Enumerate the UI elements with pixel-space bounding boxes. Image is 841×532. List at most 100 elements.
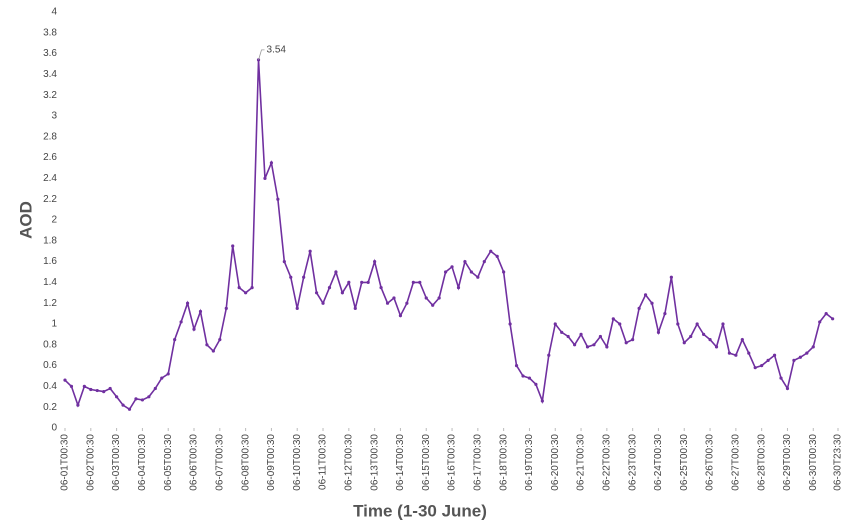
data-point (340, 291, 344, 295)
data-point (650, 301, 654, 305)
y-tick-label: 0 (51, 423, 57, 434)
data-point (373, 260, 377, 264)
data-point (495, 254, 499, 258)
y-tick-label: 1.4 (43, 277, 57, 288)
data-point (366, 280, 370, 284)
data-point (450, 265, 454, 269)
data-point (818, 320, 822, 324)
data-point (708, 338, 712, 342)
data-point (521, 374, 525, 378)
data-point (224, 306, 228, 310)
y-tick-label: 1.2 (43, 298, 57, 309)
data-point (831, 317, 835, 321)
y-tick-label: 1 (51, 319, 57, 330)
data-point (134, 397, 138, 401)
data-point (663, 312, 667, 316)
y-tick-label: 3.4 (43, 69, 57, 80)
data-point (250, 286, 254, 290)
data-point (443, 270, 448, 274)
data-point (624, 341, 628, 345)
data-point (82, 384, 86, 388)
x-tick-label: 06-30T00:30 (808, 434, 819, 491)
data-point (69, 384, 74, 388)
data-point (314, 291, 319, 295)
data-point (218, 338, 222, 342)
data-point (392, 296, 396, 300)
x-tick-label: 06-10T00:30 (292, 434, 303, 491)
data-point (695, 322, 699, 326)
x-tick-label: 06-28T00:30 (756, 434, 767, 491)
data-point (553, 322, 557, 326)
data-point (669, 275, 673, 279)
data-point (89, 387, 93, 392)
data-point (463, 260, 467, 264)
data-point (502, 270, 506, 274)
x-tick-label: 06-08T00:30 (240, 434, 251, 491)
data-point (263, 176, 267, 180)
data-point (824, 312, 828, 316)
data-point (792, 358, 796, 362)
data-point (798, 355, 802, 359)
x-tick-label: 06-21T00:30 (576, 434, 587, 491)
y-tick-label: 2 (51, 215, 57, 226)
data-point (785, 386, 790, 391)
data-point (173, 338, 177, 342)
data-point (398, 314, 403, 318)
data-point (766, 358, 770, 362)
x-tick-label: 06-15T00:30 (421, 434, 432, 491)
data-point (147, 395, 151, 399)
data-point (598, 334, 603, 339)
data-point (179, 320, 183, 324)
x-tick-label: 06-30T23:30 (833, 434, 841, 491)
data-point (385, 301, 390, 305)
data-point (747, 351, 751, 355)
data-point (592, 343, 596, 347)
y-tick-label: 2.2 (43, 194, 57, 205)
x-tick-label: 06-11T00:30 (318, 434, 329, 490)
data-point (166, 372, 170, 376)
data-point (205, 343, 209, 347)
data-point (456, 286, 461, 290)
data-line (64, 59, 834, 411)
data-point (714, 345, 719, 349)
x-tick-label: 06-13T00:30 (369, 434, 380, 491)
data-point (424, 296, 428, 300)
data-point (379, 286, 383, 290)
data-point (611, 317, 615, 321)
data-point (127, 407, 132, 411)
data-point (95, 388, 99, 393)
data-point (108, 386, 112, 391)
data-point (321, 301, 325, 305)
x-tick-label: 06-18T00:30 (498, 434, 509, 491)
data-point (418, 280, 422, 284)
y-tick-label: 0.8 (43, 339, 57, 350)
data-point (334, 270, 338, 274)
data-point (327, 286, 332, 290)
x-tick-label: 06-25T00:30 (679, 434, 690, 491)
data-point (289, 275, 293, 279)
x-tick-label: 06-04T00:30 (137, 434, 148, 491)
data-point (514, 364, 519, 368)
y-tick-label: 0.4 (43, 381, 57, 392)
x-tick-label: 06-23T00:30 (627, 434, 638, 491)
x-tick-label: 06-26T00:30 (705, 434, 716, 491)
data-point (469, 270, 473, 274)
data-point (360, 280, 364, 284)
data-point (140, 398, 145, 402)
x-tick-label: 06-05T00:30 (163, 434, 174, 491)
y-tick-label: 3.6 (43, 48, 57, 59)
data-point (198, 309, 203, 314)
data-point (740, 338, 744, 342)
data-point (153, 386, 157, 391)
peak-label: 3.54 (267, 44, 287, 55)
data-point (115, 395, 119, 399)
data-point (102, 390, 106, 394)
x-tick-label: 06-16T00:30 (447, 434, 458, 491)
data-point (63, 378, 67, 382)
y-tick-label: 1.6 (43, 256, 57, 267)
y-tick-label: 4 (51, 7, 57, 18)
data-point (282, 260, 286, 264)
data-point (572, 343, 577, 347)
y-tick-label: 2.8 (43, 131, 57, 142)
